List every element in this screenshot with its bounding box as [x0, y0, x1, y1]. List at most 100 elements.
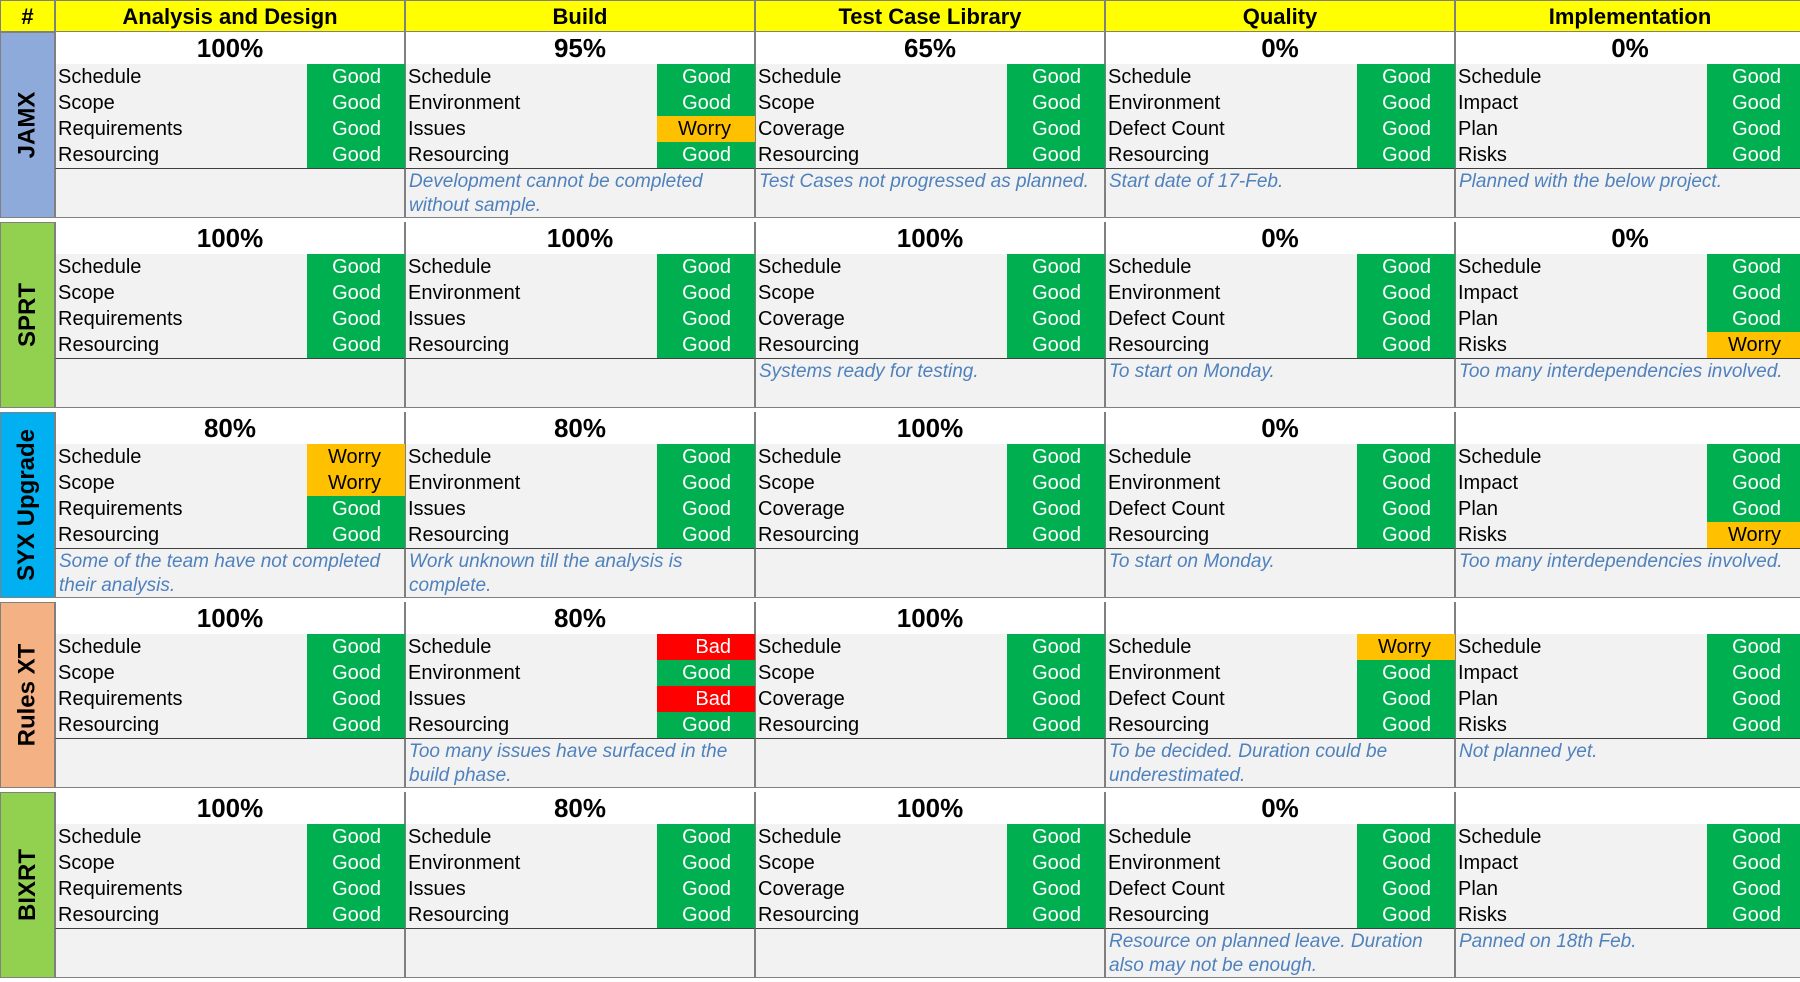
status-value-good[interactable]: Good [1007, 850, 1105, 876]
status-value-good[interactable]: Good [1357, 64, 1455, 90]
percent-complete-cell[interactable]: 100% [55, 32, 405, 64]
status-value-good[interactable]: Good [307, 254, 405, 280]
status-note[interactable]: Resource on planned leave. Duration also… [1105, 928, 1455, 978]
header-column-1[interactable]: Build [405, 0, 755, 32]
status-value-good[interactable]: Good [307, 496, 405, 522]
status-value-good[interactable]: Good [657, 660, 755, 686]
status-label[interactable]: Resourcing [758, 904, 860, 926]
status-value-good[interactable]: Good [657, 254, 755, 280]
percent-complete-cell[interactable]: 100% [55, 602, 405, 634]
project-name-cell[interactable]: SPRT [0, 222, 55, 408]
status-label[interactable]: Risks [1458, 524, 1507, 546]
status-label[interactable]: Plan [1458, 118, 1499, 140]
percent-complete-cell[interactable]: 65% [755, 32, 1105, 64]
status-label[interactable]: Schedule [58, 636, 142, 658]
percent-complete-cell[interactable] [1455, 602, 1800, 634]
status-label[interactable]: Resourcing [1108, 334, 1210, 356]
percent-complete-cell[interactable]: 80% [55, 412, 405, 444]
status-value-good[interactable]: Good [657, 902, 755, 928]
status-label[interactable]: Resourcing [408, 524, 510, 546]
status-label[interactable]: Environment [408, 282, 521, 304]
status-label[interactable]: Resourcing [758, 144, 860, 166]
percent-complete-cell[interactable]: 100% [55, 222, 405, 254]
status-note[interactable] [55, 358, 405, 408]
status-value-good[interactable]: Good [1707, 306, 1800, 332]
status-label[interactable]: Schedule [758, 256, 842, 278]
status-value-good[interactable]: Good [1007, 660, 1105, 686]
status-value-good[interactable]: Good [1007, 142, 1105, 168]
status-note[interactable] [755, 738, 1105, 788]
status-value-good[interactable]: Good [657, 712, 755, 738]
status-value-good[interactable]: Good [307, 142, 405, 168]
header-column-3[interactable]: Quality [1105, 0, 1455, 32]
status-note[interactable] [405, 358, 755, 408]
status-value-good[interactable]: Good [657, 280, 755, 306]
status-label[interactable]: Resourcing [408, 334, 510, 356]
status-label[interactable]: Resourcing [408, 714, 510, 736]
status-label[interactable]: Schedule [758, 66, 842, 88]
project-name-cell[interactable]: SYX Upgrade [0, 412, 55, 598]
status-value-good[interactable]: Good [307, 332, 405, 358]
status-value-good[interactable]: Good [657, 306, 755, 332]
status-value-good[interactable]: Good [1707, 496, 1800, 522]
status-note[interactable]: To start on Monday. [1105, 358, 1455, 408]
status-label[interactable]: Scope [58, 92, 115, 114]
status-value-good[interactable]: Good [1007, 306, 1105, 332]
status-note[interactable]: Not planned yet. [1455, 738, 1800, 788]
status-label[interactable]: Schedule [1108, 256, 1192, 278]
status-label[interactable]: Schedule [1108, 636, 1192, 658]
status-label[interactable]: Impact [1458, 92, 1519, 114]
status-value-good[interactable]: Good [307, 686, 405, 712]
status-value-good[interactable]: Good [1357, 660, 1455, 686]
status-value-good[interactable]: Good [307, 712, 405, 738]
status-note[interactable]: Planned with the below project. [1455, 168, 1800, 218]
status-label[interactable]: Schedule [408, 256, 492, 278]
status-label[interactable]: Risks [1458, 334, 1507, 356]
status-value-good[interactable]: Good [1357, 824, 1455, 850]
status-label[interactable]: Environment [408, 852, 521, 874]
status-label[interactable]: Impact [1458, 282, 1519, 304]
status-label[interactable]: Scope [758, 282, 815, 304]
status-label[interactable]: Resourcing [408, 144, 510, 166]
status-note[interactable]: Too many interdependencies involved. [1455, 548, 1800, 598]
status-value-good[interactable]: Good [1007, 90, 1105, 116]
status-value-good[interactable]: Good [1357, 496, 1455, 522]
status-value-good[interactable]: Good [1007, 332, 1105, 358]
status-label[interactable]: Scope [758, 662, 815, 684]
percent-complete-cell[interactable]: 0% [1105, 412, 1455, 444]
status-value-good[interactable]: Good [657, 142, 755, 168]
status-value-good[interactable]: Good [1357, 332, 1455, 358]
status-value-good[interactable]: Good [1707, 64, 1800, 90]
status-note[interactable] [405, 928, 755, 978]
status-label[interactable]: Schedule [408, 66, 492, 88]
status-value-good[interactable]: Good [1357, 280, 1455, 306]
status-label[interactable]: Impact [1458, 472, 1519, 494]
status-value-good[interactable]: Good [657, 444, 755, 470]
status-label[interactable]: Scope [758, 472, 815, 494]
status-note[interactable]: Work unknown till the analysis is comple… [405, 548, 755, 598]
status-value-good[interactable]: Good [1007, 712, 1105, 738]
status-value-good[interactable]: Good [657, 470, 755, 496]
status-value-good[interactable]: Good [1357, 686, 1455, 712]
status-value-worry[interactable]: Worry [1707, 522, 1800, 548]
status-value-good[interactable]: Good [1707, 444, 1800, 470]
status-value-good[interactable]: Good [307, 660, 405, 686]
status-label[interactable]: Requirements [58, 688, 183, 710]
status-label[interactable]: Environment [1108, 472, 1221, 494]
status-value-good[interactable]: Good [1707, 902, 1800, 928]
percent-complete-cell[interactable]: 0% [1105, 222, 1455, 254]
header-hash-cell[interactable]: # [0, 0, 55, 32]
status-value-good[interactable]: Good [307, 90, 405, 116]
status-value-good[interactable]: Good [1007, 64, 1105, 90]
status-label[interactable]: Plan [1458, 878, 1499, 900]
status-label[interactable]: Plan [1458, 308, 1499, 330]
status-label[interactable]: Schedule [1108, 826, 1192, 848]
status-label[interactable]: Requirements [58, 498, 183, 520]
status-value-good[interactable]: Good [657, 876, 755, 902]
status-value-good[interactable]: Good [657, 824, 755, 850]
status-value-good[interactable]: Good [1007, 280, 1105, 306]
status-label[interactable]: Schedule [758, 636, 842, 658]
status-label[interactable]: Resourcing [758, 334, 860, 356]
status-label[interactable]: Issues [408, 308, 466, 330]
status-note[interactable]: Start date of 17-Feb. [1105, 168, 1455, 218]
